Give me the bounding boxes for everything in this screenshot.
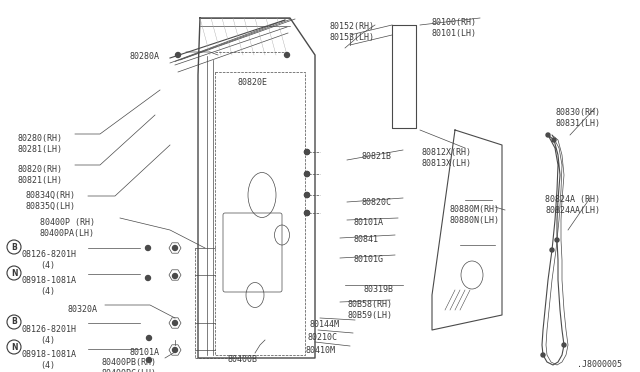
- Circle shape: [305, 211, 310, 215]
- Text: 80153(LH): 80153(LH): [330, 33, 375, 42]
- Text: 80841: 80841: [353, 235, 378, 244]
- Circle shape: [175, 52, 180, 58]
- Text: 80880N(LH): 80880N(LH): [450, 216, 500, 225]
- Text: 80812X(RH): 80812X(RH): [422, 148, 472, 157]
- Text: 80880M(RH): 80880M(RH): [450, 205, 500, 214]
- Text: B: B: [11, 243, 17, 251]
- Text: 80101(LH): 80101(LH): [432, 29, 477, 38]
- Text: .J8000005: .J8000005: [577, 360, 622, 369]
- Text: 80210C: 80210C: [308, 333, 338, 342]
- Text: 80101G: 80101G: [353, 255, 383, 264]
- Text: 80820C: 80820C: [362, 198, 392, 207]
- Circle shape: [305, 211, 310, 215]
- Text: 80400B: 80400B: [228, 355, 258, 364]
- Text: 80820(RH): 80820(RH): [18, 165, 63, 174]
- Text: 80834Q(RH): 80834Q(RH): [25, 191, 75, 200]
- Text: 08126-8201H: 08126-8201H: [22, 250, 77, 259]
- Text: 80410M: 80410M: [305, 346, 335, 355]
- Circle shape: [546, 133, 550, 137]
- Text: (4): (4): [40, 361, 55, 370]
- Circle shape: [305, 171, 310, 176]
- Circle shape: [173, 321, 177, 326]
- Circle shape: [550, 248, 554, 252]
- Circle shape: [145, 276, 150, 280]
- Circle shape: [285, 52, 289, 58]
- Text: N: N: [11, 343, 17, 352]
- Circle shape: [552, 138, 556, 142]
- Circle shape: [305, 171, 310, 176]
- Text: 80320A: 80320A: [68, 305, 98, 314]
- Circle shape: [147, 336, 152, 340]
- Circle shape: [305, 150, 310, 154]
- Text: 80101A: 80101A: [130, 348, 160, 357]
- Circle shape: [305, 192, 310, 198]
- Text: (4): (4): [40, 336, 55, 345]
- Circle shape: [147, 357, 152, 362]
- Text: 80400P (RH): 80400P (RH): [40, 218, 95, 227]
- Circle shape: [145, 246, 150, 250]
- Text: 08918-1081A: 08918-1081A: [22, 350, 77, 359]
- Text: 80280A: 80280A: [130, 52, 160, 61]
- Text: 08918-1081A: 08918-1081A: [22, 276, 77, 285]
- Text: 08126-8201H: 08126-8201H: [22, 325, 77, 334]
- Circle shape: [305, 192, 310, 198]
- Text: 80821(LH): 80821(LH): [18, 176, 63, 185]
- Circle shape: [562, 343, 566, 347]
- Circle shape: [173, 246, 177, 250]
- Text: 80280(RH): 80280(RH): [18, 134, 63, 143]
- Text: 80831(LH): 80831(LH): [555, 119, 600, 128]
- Text: 80101A: 80101A: [353, 218, 383, 227]
- Text: 80400PA(LH): 80400PA(LH): [40, 229, 95, 238]
- Text: 80400PB(RH): 80400PB(RH): [102, 358, 157, 367]
- Circle shape: [541, 353, 545, 357]
- Text: N: N: [11, 269, 17, 278]
- Text: 80100(RH): 80100(RH): [432, 18, 477, 27]
- Text: 80144M: 80144M: [310, 320, 340, 329]
- Text: 80813X(LH): 80813X(LH): [422, 159, 472, 168]
- Text: 80820E: 80820E: [238, 78, 268, 87]
- Circle shape: [555, 238, 559, 242]
- Text: 80152(RH): 80152(RH): [330, 22, 375, 31]
- Text: 80281(LH): 80281(LH): [18, 145, 63, 154]
- Circle shape: [173, 347, 177, 353]
- Circle shape: [305, 150, 310, 154]
- Text: 80B59(LH): 80B59(LH): [348, 311, 393, 320]
- Text: 80B58(RH): 80B58(RH): [348, 300, 393, 309]
- Text: 80830(RH): 80830(RH): [555, 108, 600, 117]
- Text: 80821B: 80821B: [362, 152, 392, 161]
- Text: (4): (4): [40, 261, 55, 270]
- Text: 80835Q(LH): 80835Q(LH): [25, 202, 75, 211]
- Text: 80319B: 80319B: [363, 285, 393, 294]
- Text: (4): (4): [40, 287, 55, 296]
- Text: 80400PC(LH): 80400PC(LH): [102, 369, 157, 372]
- Text: 80824A (RH): 80824A (RH): [545, 195, 600, 204]
- Text: B: B: [11, 317, 17, 327]
- Circle shape: [173, 273, 177, 279]
- Text: 80824AA(LH): 80824AA(LH): [545, 206, 600, 215]
